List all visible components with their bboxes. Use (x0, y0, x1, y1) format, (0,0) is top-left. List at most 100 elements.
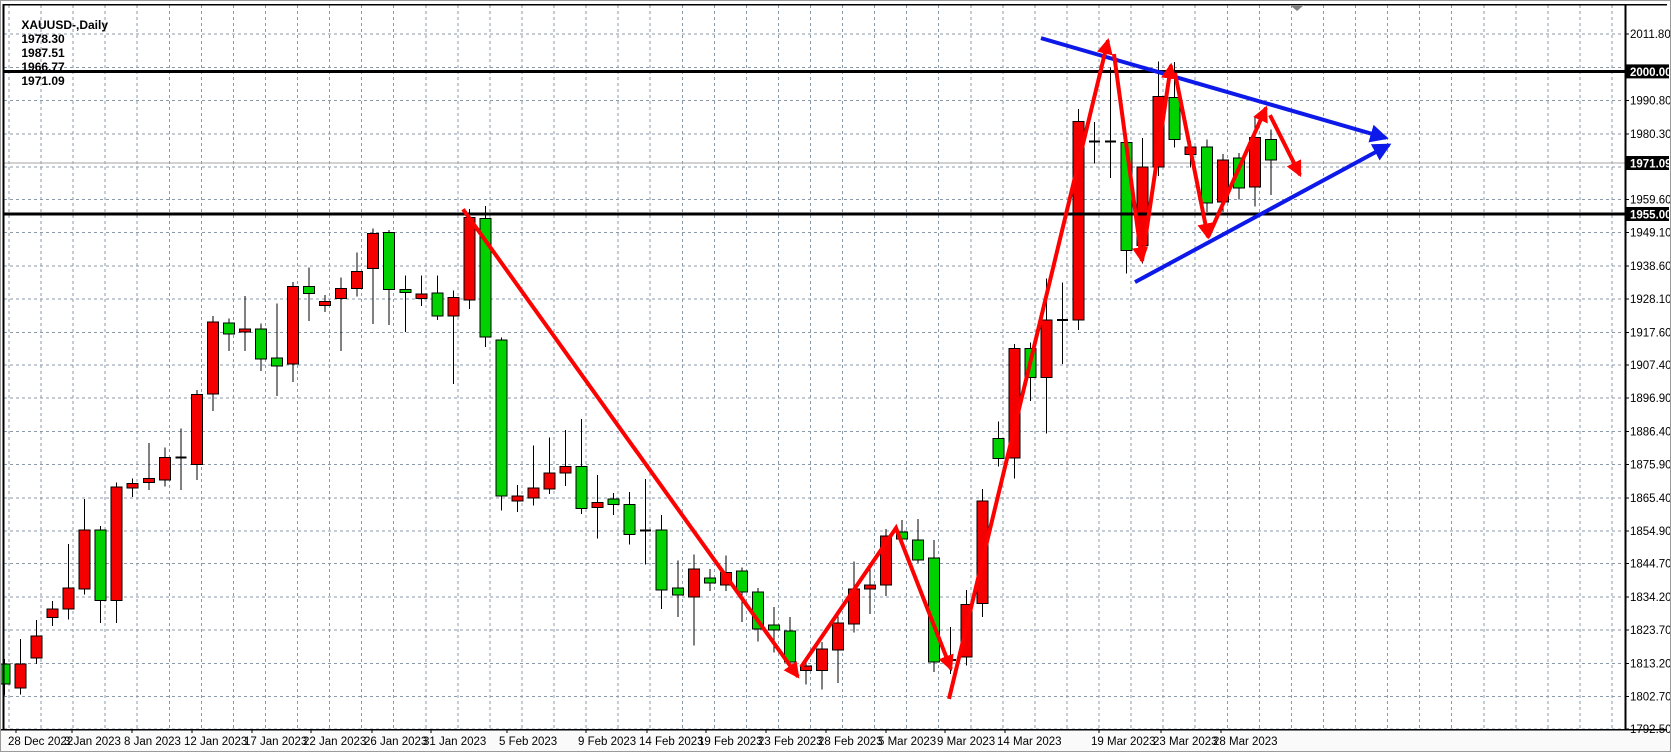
candle (367, 228, 380, 324)
candle (399, 275, 412, 333)
candle (527, 445, 540, 506)
candle-body (1040, 319, 1053, 379)
candle (1200, 139, 1213, 212)
candle-body (559, 465, 572, 474)
candle-body (767, 624, 780, 631)
x-axis-strip (1, 730, 1670, 751)
price-axis-label: 1792.50 (1630, 724, 1671, 736)
date-axis-label: 22 Jan 2023 (303, 736, 366, 748)
candle (319, 294, 332, 313)
red-trend-arrow[interactable] (1173, 72, 1214, 240)
price-axis-label: 2011.80 (1630, 29, 1671, 41)
candle-body (30, 635, 43, 659)
red-trend-arrow[interactable] (947, 38, 1113, 700)
price-axis-label: 1886.40 (1630, 426, 1671, 438)
blue-trendline-arrow[interactable] (1040, 36, 1389, 143)
date-axis-label: 9 Mar 2023 (937, 736, 995, 748)
candle (14, 638, 27, 695)
candle (735, 567, 748, 623)
chart-frame (1, 3, 1667, 731)
price-axis-label: 1917.60 (1630, 328, 1671, 340)
red-trend-arrow[interactable] (1206, 105, 1268, 238)
red-trend-arrow[interactable] (1140, 62, 1177, 262)
date-axis-label: 26 Jan 2023 (364, 736, 427, 748)
candle (46, 600, 59, 626)
candle (1040, 278, 1053, 434)
candle-body (976, 500, 989, 604)
candle (126, 478, 139, 497)
candle-body (543, 472, 556, 490)
candle (623, 492, 636, 545)
candle (479, 205, 492, 348)
candle-body (1200, 146, 1213, 204)
candle (1264, 129, 1277, 195)
red-trend-arrow[interactable] (799, 523, 954, 672)
red-trend-arrow[interactable] (461, 208, 800, 679)
highlighted-price-label: 1971.09 (1630, 159, 1671, 171)
candle-body (1152, 95, 1165, 168)
candle (800, 659, 812, 685)
price-axis-label: 1907.40 (1630, 360, 1671, 372)
ohlc-high-value: 1987.51 (21, 46, 65, 60)
red-trend-arrow[interactable] (1112, 53, 1149, 264)
date-axis-label: 28 Dec 2022 (8, 736, 73, 748)
candle-body (864, 584, 877, 590)
candle-body (479, 217, 492, 338)
ohlc-open-value: 1978.30 (21, 32, 65, 46)
price-axis-label: 1813.20 (1630, 658, 1671, 670)
candle (559, 429, 572, 486)
price-axis-label: 1875.90 (1630, 460, 1671, 472)
candle-body (1248, 137, 1261, 188)
candle-body (463, 216, 476, 301)
candle-body (158, 457, 171, 481)
candle (78, 499, 91, 595)
blue-trendline-arrow[interactable] (1134, 143, 1392, 284)
highlighted-price-label: 2000.00 (1630, 67, 1671, 79)
candle (142, 442, 155, 491)
grid-layer (4, 5, 1624, 730)
candle-body (912, 539, 925, 561)
candle (912, 518, 925, 563)
candle (415, 275, 428, 306)
candle-body (992, 437, 1005, 459)
date-axis-label: 28 Feb 2023 (818, 736, 883, 748)
candle-body (238, 328, 251, 333)
price-axis-label: 1823.70 (1630, 625, 1671, 637)
red-trend-arrow[interactable] (1268, 114, 1302, 178)
candle-body (1, 663, 11, 685)
date-axis-label: 19 Feb 2023 (698, 736, 763, 748)
candle-body (222, 322, 235, 335)
candle-body (303, 286, 316, 295)
candle-body (800, 665, 812, 671)
candle (271, 303, 284, 396)
date-axis-label: 12 Jan 2023 (184, 736, 247, 748)
candle-body (142, 478, 155, 484)
candle-body (383, 231, 396, 290)
candle (287, 282, 300, 382)
candle (607, 492, 620, 516)
date-axis-label: 5 Feb 2023 (499, 736, 557, 748)
candle-body (254, 328, 267, 360)
price-axis-label: 1854.90 (1630, 526, 1671, 538)
candle-body (607, 498, 620, 505)
candle-body (415, 293, 428, 299)
candle-body (431, 292, 444, 317)
candle-body (495, 339, 508, 497)
price-axis-label: 1896.90 (1630, 393, 1671, 405)
candle (383, 229, 396, 326)
candle-body (78, 529, 91, 590)
candle-body (623, 503, 636, 535)
candle-body (271, 357, 284, 367)
candle (1056, 282, 1068, 365)
candle-body (1264, 139, 1277, 161)
candle-body (319, 300, 332, 307)
price-axis-label: 1834.20 (1630, 592, 1671, 604)
candle (238, 295, 251, 351)
candle-body (110, 486, 123, 601)
chart-shift-marker-icon[interactable] (1290, 5, 1304, 11)
price-label-box (1626, 64, 1669, 79)
date-axis-label: 3 Jan 2023 (64, 736, 121, 748)
candle-body (671, 587, 684, 596)
candle-body (1168, 96, 1181, 141)
